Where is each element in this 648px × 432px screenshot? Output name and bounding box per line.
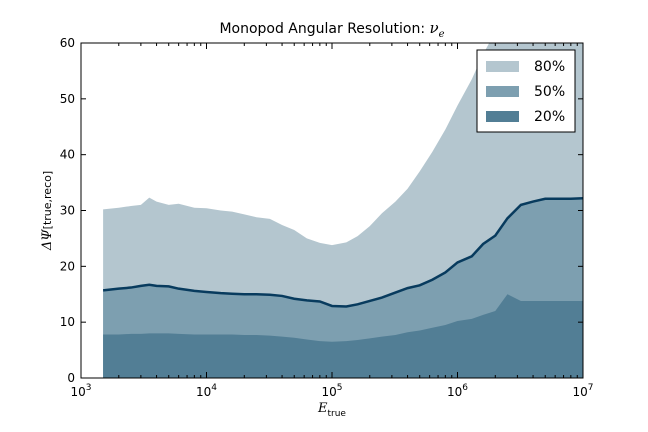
x-tick-label: 105: [321, 383, 342, 399]
legend-label: 50%: [534, 84, 565, 100]
chart-title: Monopod Angular Resolution: νe: [219, 19, 444, 40]
median-line: [102, 196, 583, 308]
y-tick-label: 20: [60, 259, 75, 273]
y-tick-label: 60: [60, 36, 75, 50]
y-tick-label: 30: [60, 204, 75, 218]
y-tick-label: 50: [60, 92, 75, 106]
x-tick-label: 106: [447, 383, 468, 399]
legend-swatch: [486, 86, 519, 97]
x-axis-label: Etrue: [317, 401, 346, 419]
x-tick-label: 103: [70, 383, 91, 399]
legend-label: 80%: [534, 59, 565, 75]
x-tick-label: 104: [196, 383, 217, 399]
y-tick-label: 0: [67, 371, 75, 385]
y-axis-label: ΔΨ[true,reco]: [40, 171, 55, 251]
legend-label: 20%: [534, 109, 565, 125]
y-tick-label: 40: [60, 148, 75, 162]
legend-swatch: [486, 61, 519, 72]
legend-swatch: [486, 111, 519, 122]
area-series-20pct: [103, 294, 583, 378]
x-tick-label: 107: [572, 383, 593, 399]
y-tick-label: 10: [60, 315, 75, 329]
